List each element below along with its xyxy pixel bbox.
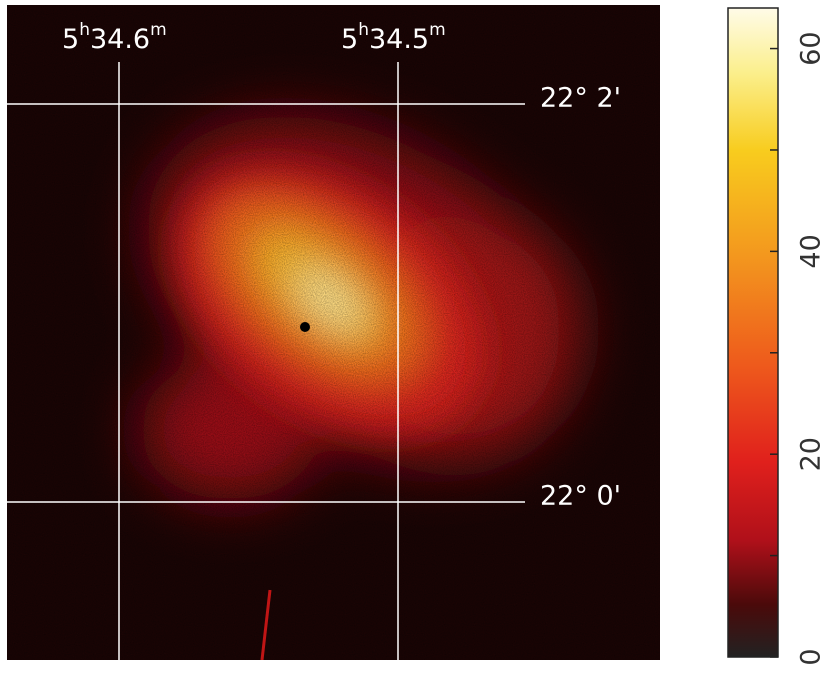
ra-label: 5h34.6m: [62, 20, 167, 55]
coordinate-grid: [7, 62, 525, 660]
dec-label: 22° 2': [540, 83, 621, 114]
colorbar-tick-label: 60: [796, 31, 827, 65]
colorbar-ticks: 0 20 40 60: [770, 31, 827, 666]
dec-label: 22° 0': [540, 481, 621, 512]
colorbar: [727, 7, 779, 658]
nebula-image: [7, 5, 660, 660]
colorbar-tick-label: 0: [796, 648, 827, 665]
colorbar-tick-label: 20: [796, 437, 827, 471]
colorbar-tick-label: 40: [796, 234, 827, 268]
ra-label: 5h34.5m: [341, 20, 446, 55]
